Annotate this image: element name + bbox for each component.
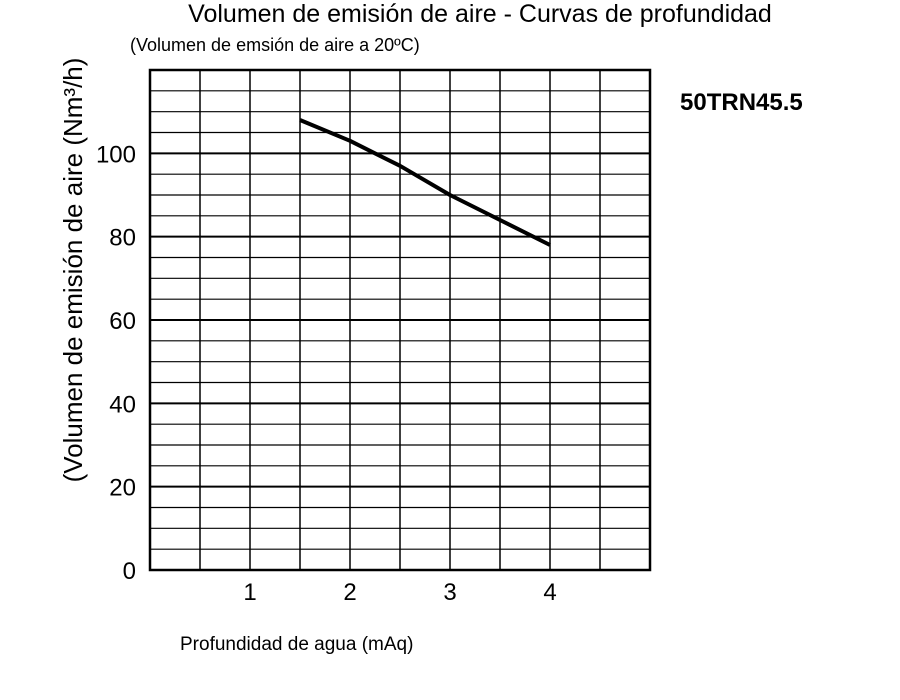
y-tick-label: 20 (109, 475, 136, 502)
series-line (299, 118, 551, 247)
y-tick-label: 0 (123, 558, 136, 585)
series-group (299, 118, 551, 247)
chart-subtitle: (Volumen de emsión de aire a 20ºC) (130, 35, 420, 55)
x-axis-label: Profundidad de agua (mAq) (180, 634, 413, 655)
x-tick-label: 3 (443, 579, 456, 606)
x-tick-label: 1 (243, 579, 256, 606)
plot-frame (148, 68, 652, 572)
y-tick-label: 80 (109, 225, 136, 252)
y-tick-label: 40 (109, 391, 136, 418)
x-tick-label: 4 (543, 579, 556, 606)
y-axis-label: (Volumen de emisión de aire (Nm³/h) (58, 58, 88, 483)
tick-labels: 0 20 40 60 80 100 1 2 3 4 (96, 141, 557, 606)
x-tick-label: 2 (343, 579, 356, 606)
chart-title: Volumen de emisión de aire - Curvas de p… (188, 0, 772, 28)
model-label: 50TRN45.5 (680, 89, 803, 116)
grid (150, 70, 650, 570)
y-tick-label: 100 (96, 141, 136, 168)
y-tick-label: 60 (109, 308, 136, 335)
